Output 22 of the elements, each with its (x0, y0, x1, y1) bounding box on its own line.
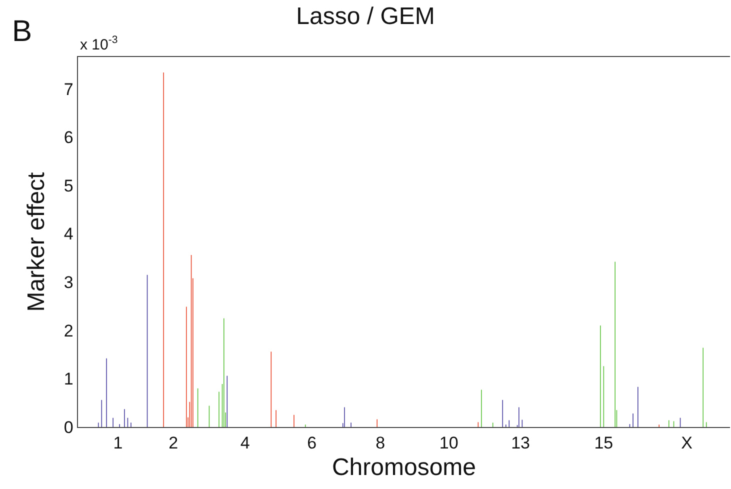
x-axis-title: Chromosome (332, 454, 476, 481)
x-tick-label: 8 (376, 434, 386, 453)
y-tick-label: 2 (64, 321, 74, 340)
x-tick-label: 4 (240, 434, 250, 453)
x-tick-label: 13 (511, 434, 530, 453)
x-tick-label: 1 (113, 434, 123, 453)
y-tick-label: 7 (64, 80, 74, 99)
y-tick-label: 1 (64, 370, 74, 389)
y-axis-title: Marker effect (23, 172, 50, 312)
y-tick-label: 5 (64, 176, 74, 196)
chart-title: Lasso / GEM (296, 3, 435, 30)
text: B (12, 15, 32, 48)
text: x 10$^{-3}$ (80, 34, 118, 54)
x-tick-label: X (681, 434, 692, 453)
y-tick-label: 4 (64, 224, 74, 244)
x-tick-label: 2 (168, 434, 178, 453)
x-tick-label: 15 (594, 434, 614, 453)
y-tick-label: 6 (64, 128, 74, 148)
x-tick-label: 10 (439, 434, 458, 453)
y-tick-label: 0 (64, 418, 74, 437)
y-tick-label: 3 (64, 273, 74, 292)
x-tick-label: 6 (307, 434, 317, 453)
